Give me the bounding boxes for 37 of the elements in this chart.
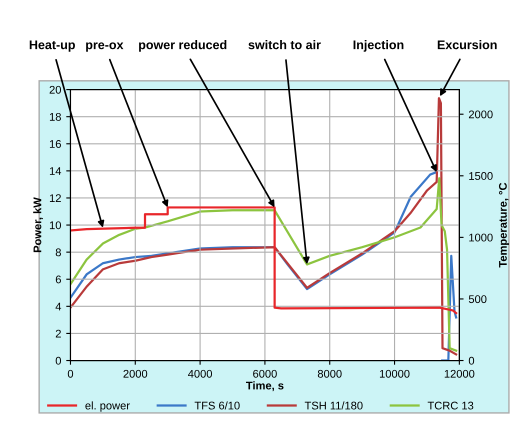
y-tick-label: 14 (50, 167, 62, 175)
y-tick-label: 8 (56, 248, 61, 256)
x-axis-title: Time, s (246, 381, 284, 392)
x-tick-label: 2000 (123, 370, 148, 378)
line-series (70, 97, 458, 356)
y2-tick-label: 0 (468, 356, 474, 365)
legend-label: TSH 11/180 (304, 401, 363, 410)
legend-label: TCRC 13 (428, 402, 474, 410)
y2-tick-label: 1500 (469, 172, 493, 180)
annotation: Injection (354, 40, 404, 52)
legend-label: TFS 6/10 (194, 401, 240, 410)
y-axis-title: Power, kW (33, 197, 43, 252)
annotation: Excursion (438, 40, 497, 50)
annotation: power reduced (139, 40, 226, 52)
y-tick-label: 0 (56, 356, 62, 365)
y2-tick-label: 2000 (468, 110, 493, 118)
x-tick-label: 6000 (253, 370, 277, 378)
annotation: pre-ox (86, 42, 124, 52)
y-tick-label: 20 (50, 86, 62, 94)
x-tick-label: 8000 (318, 370, 342, 378)
y-tick-label: 2 (56, 330, 61, 338)
y-tick-label: 10 (50, 221, 62, 230)
y-tick-label: 16 (50, 140, 61, 148)
y2-tick-label: 500 (468, 295, 486, 304)
y-tick-label: 18 (50, 112, 61, 121)
y-tick-label: 4 (56, 302, 62, 310)
x-tick-label: 12000 (444, 370, 474, 378)
annotation: switch to air (248, 40, 321, 50)
y2-tick-label: 1000 (469, 234, 493, 242)
x-tick-label: 0 (68, 370, 74, 378)
y2-axis-title: Temperature, °C (498, 182, 510, 268)
y-tick-label: 6 (56, 276, 61, 284)
annotation: Heat-up (30, 40, 75, 52)
legend-label: el. power (85, 401, 130, 412)
x-tick-label: 4000 (188, 370, 212, 378)
y-tick-label: 12 (50, 194, 61, 202)
x-tick-label: 10000 (380, 370, 410, 378)
